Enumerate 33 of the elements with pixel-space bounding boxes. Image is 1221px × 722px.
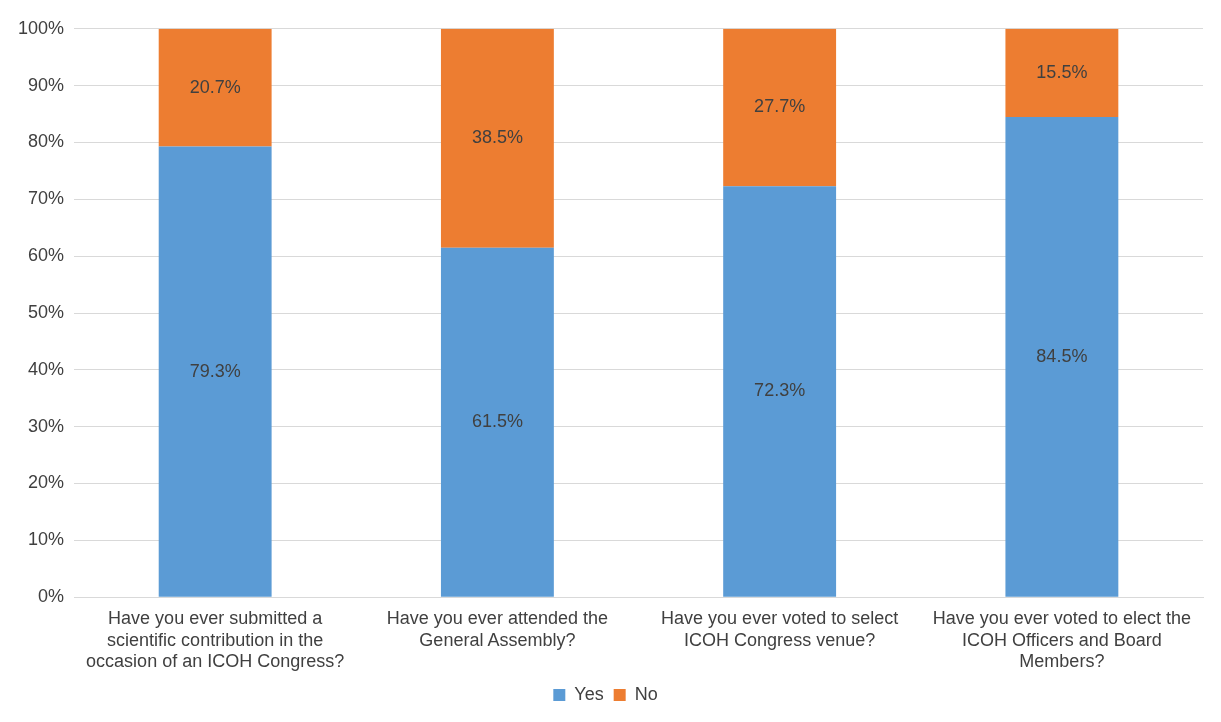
y-tick-label: 90%: [28, 74, 65, 95]
bar: [1005, 28, 1119, 117]
x-tick-label: Have you ever attended the General Assembly?: [386, 607, 608, 650]
bar: [723, 28, 837, 187]
y-tick-label: 0%: [38, 586, 65, 607]
bar: [723, 186, 837, 597]
bar: [158, 28, 272, 147]
bar: [440, 28, 554, 248]
y-tick-label: 10%: [28, 529, 65, 550]
bar: [158, 146, 272, 597]
y-tick-label: 30%: [28, 415, 65, 436]
data-label: 38.5%: [471, 127, 523, 148]
y-tick-label: 100%: [17, 17, 65, 38]
bar: [1005, 116, 1119, 597]
x-tick-label: Have you ever voted to elect the ICOH Officers and Board Members?: [932, 607, 1191, 672]
y-tick-label: 40%: [28, 358, 65, 379]
y-tick-label: 60%: [28, 245, 65, 266]
y-tick-label: 80%: [28, 131, 65, 152]
data-label: 72.3%: [754, 380, 806, 401]
data-label: 27.7%: [754, 96, 806, 117]
x-tick-label: Have you ever voted to select ICOH Congress venue?: [661, 607, 899, 650]
data-label: 15.5%: [1036, 61, 1088, 82]
x-tick-label: Have you ever submitted a scientific contribution in the occasion of an ICOH Congress?: [86, 607, 345, 672]
y-tick-label: 20%: [28, 472, 65, 493]
data-label: 84.5%: [1036, 345, 1088, 366]
data-label: 79.3%: [189, 360, 241, 381]
legend-label: Yes: [574, 683, 604, 704]
y-tick-label: 70%: [28, 188, 65, 209]
data-label: 61.5%: [471, 411, 523, 432]
bar: [440, 247, 554, 597]
y-tick-label: 50%: [28, 301, 65, 322]
legend-label: No: [634, 683, 658, 704]
data-label: 20.7%: [189, 76, 241, 97]
